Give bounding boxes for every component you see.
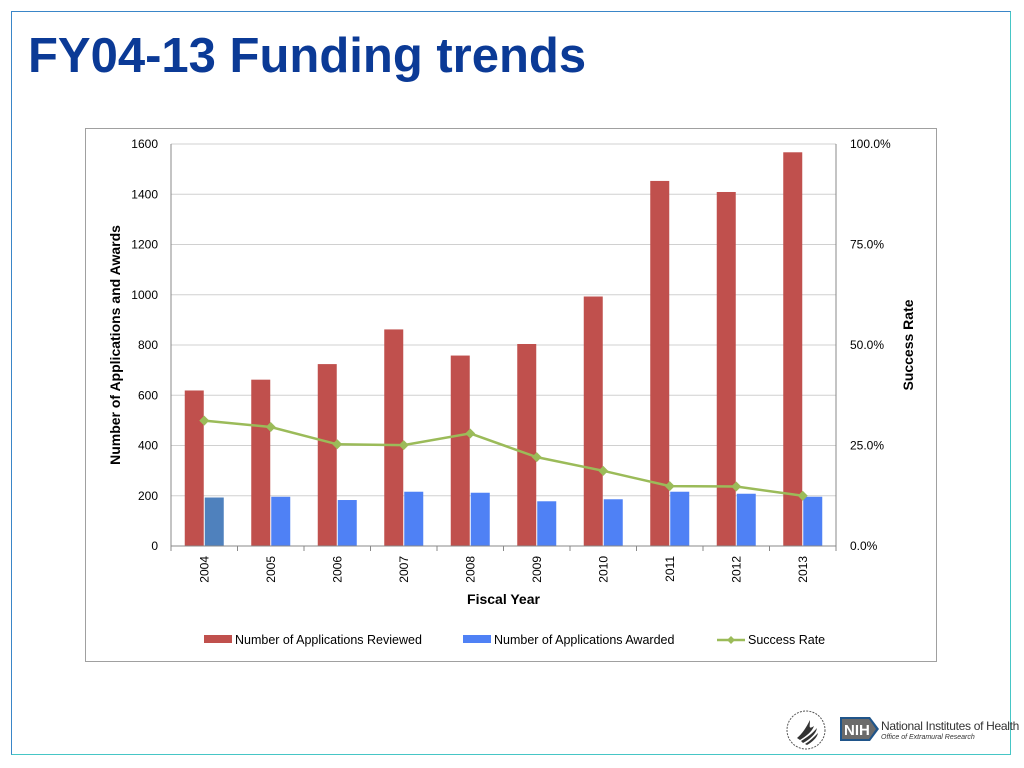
- legend-reviewed: Number of Applications Reviewed: [204, 633, 422, 647]
- y-tick-label: 800: [138, 338, 158, 352]
- y-tick-label: 600: [138, 388, 158, 402]
- axes: [170, 144, 837, 551]
- bar-awarded: [404, 491, 424, 546]
- chart-container: 0 200 400 600 800 1000 1200 1400 1600 0.0% 25.0% 50…: [85, 128, 937, 662]
- hhs-eagle-logo: [786, 710, 826, 750]
- bar-awarded: [603, 499, 623, 546]
- bar-reviewed: [184, 390, 204, 546]
- success-rate-point: [731, 481, 742, 492]
- bar-awarded: [803, 496, 823, 546]
- y2-tick-label: 50.0%: [850, 338, 884, 352]
- x-tick-label: 2013: [796, 556, 810, 583]
- x-tick-label: 2004: [197, 556, 211, 583]
- success-rate-line: [204, 419, 803, 497]
- y2-tick-label: 25.0%: [850, 439, 884, 453]
- success-rate-point: [332, 439, 343, 450]
- legend-success-rate-marker: [727, 636, 735, 644]
- success-rate-line-group: [199, 415, 808, 501]
- y2-tick-label: 100.0%: [850, 137, 891, 151]
- legend-reviewed-label: Number of Applications Reviewed: [235, 633, 422, 647]
- success-rate-point: [598, 465, 609, 476]
- bar-awarded: [271, 496, 291, 546]
- axis-labels: 0 200 400 600 800 1000 1200 1400 1600 0.0% 25.0% 50…: [107, 137, 916, 607]
- legend-success-rate: Success Rate: [717, 633, 825, 647]
- y-axis-title: Number of Applications and Awards: [107, 225, 123, 465]
- success-rate-point: [265, 422, 276, 433]
- funding-trends-chart: 0 200 400 600 800 1000 1200 1400 1600 0.0% 25.0% 50…: [107, 137, 916, 647]
- bar-reviewed: [783, 152, 803, 546]
- y-tick-label: 1600: [131, 137, 158, 151]
- bar-awarded: [537, 501, 557, 546]
- x-tick-label: 2011: [663, 556, 677, 582]
- bar-awarded: [204, 497, 224, 546]
- y2-tick-label: 0.0%: [850, 539, 878, 553]
- bar-reviewed: [716, 191, 736, 546]
- bars: [184, 152, 823, 546]
- x-tick-label: 2009: [530, 556, 544, 583]
- legend-reviewed-swatch: [204, 635, 232, 643]
- chart-legend: Number of Applications Reviewed Number of…: [204, 633, 825, 647]
- legend-success-rate-label: Success Rate: [748, 633, 825, 647]
- x-tick-label: 2007: [397, 556, 411, 583]
- x-tick-label: 2012: [729, 556, 743, 583]
- nih-office-name: Office of Extramural Research: [881, 734, 975, 741]
- y-tick-label: 1400: [131, 187, 158, 201]
- y2-axis-title: Success Rate: [900, 299, 916, 390]
- success-rate-point: [531, 452, 542, 463]
- success-rate-point: [797, 490, 808, 501]
- gridlines: [171, 143, 836, 497]
- bar-awarded: [736, 493, 756, 546]
- slide-frame: [11, 11, 1011, 755]
- bar-reviewed: [583, 296, 603, 546]
- x-tick-label: 2006: [330, 556, 344, 583]
- x-axis-title: Fiscal Year: [467, 591, 540, 607]
- bar-awarded: [337, 500, 357, 546]
- bar-reviewed: [251, 379, 271, 546]
- success-rate-point: [465, 428, 476, 439]
- legend-awarded: Number of Applications Awarded: [463, 633, 674, 647]
- y-tick-label: 0: [151, 539, 158, 553]
- y2-tick-label: 75.0%: [850, 238, 884, 252]
- y-tick-label: 200: [138, 489, 158, 503]
- y-tick-label: 400: [138, 439, 158, 453]
- y-tick-label: 1200: [131, 238, 158, 252]
- bar-reviewed: [517, 343, 537, 546]
- success-rate-point: [664, 481, 675, 492]
- nih-logo: NIH: [840, 717, 879, 741]
- nih-org-name: National Institutes of Health: [881, 719, 1020, 733]
- x-tick-label: 2010: [596, 556, 610, 583]
- nih-badge-text: NIH: [844, 722, 870, 739]
- slide-title: FY04-13 Funding trends: [28, 29, 587, 83]
- bar-awarded: [470, 492, 490, 546]
- legend-awarded-label: Number of Applications Awarded: [494, 633, 674, 647]
- bar-reviewed: [650, 180, 670, 546]
- x-tick-label: 2005: [264, 556, 278, 583]
- y-tick-label: 1000: [131, 288, 158, 302]
- bar-awarded: [670, 491, 690, 546]
- legend-awarded-swatch: [463, 635, 491, 643]
- success-rate-point: [398, 440, 409, 451]
- bar-reviewed: [317, 364, 337, 546]
- bar-reviewed: [450, 355, 470, 546]
- success-rate-point: [199, 415, 210, 426]
- x-tick-label: 2008: [463, 556, 477, 583]
- bar-reviewed: [384, 329, 404, 546]
